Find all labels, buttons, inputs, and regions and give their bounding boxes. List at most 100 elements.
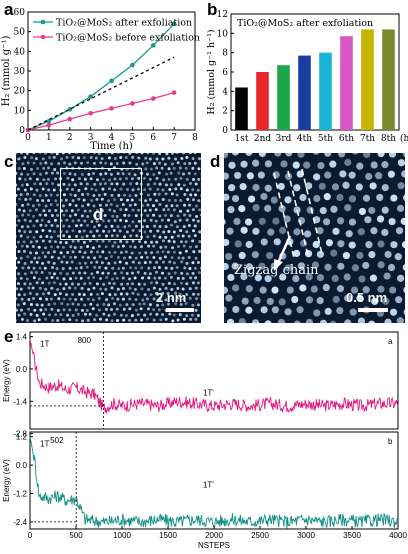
lattice-dot bbox=[138, 283, 141, 286]
lattice-dot bbox=[191, 188, 194, 191]
lattice-dot bbox=[47, 261, 50, 264]
lattice-dot bbox=[137, 313, 140, 316]
lattice-dot bbox=[99, 161, 102, 164]
data-point-a bbox=[151, 43, 156, 48]
lattice-dot bbox=[93, 162, 96, 165]
lattice-dot bbox=[164, 214, 167, 217]
lattice-dot bbox=[164, 277, 167, 280]
y-tick-label-b: 12 bbox=[217, 10, 228, 20]
lattice-dot bbox=[83, 241, 86, 244]
lattice-dot bbox=[128, 161, 131, 164]
lattice-dot bbox=[189, 153, 192, 154]
transition-step-label: 800 bbox=[78, 336, 92, 345]
lattice-dot bbox=[16, 215, 18, 218]
lattice-dot bbox=[162, 178, 165, 181]
lattice-dot bbox=[33, 257, 36, 260]
lattice-dot bbox=[30, 156, 33, 159]
lattice-dot bbox=[192, 157, 195, 160]
lattice-dot bbox=[192, 198, 195, 201]
lattice-dot bbox=[24, 178, 27, 181]
lattice-dot bbox=[57, 257, 60, 260]
lattice-dot bbox=[83, 282, 86, 285]
lattice-dot bbox=[48, 272, 51, 275]
lattice-dot bbox=[27, 161, 30, 164]
lattice-dot bbox=[33, 236, 36, 239]
lattice-dot bbox=[174, 272, 177, 275]
lattice-dot bbox=[53, 156, 56, 159]
lattice-dot bbox=[18, 230, 21, 233]
lattice-dot bbox=[134, 246, 137, 249]
lattice-dot bbox=[101, 240, 104, 243]
lattice-dot bbox=[197, 199, 200, 202]
lattice-dot bbox=[23, 282, 26, 285]
lattice-dot bbox=[146, 214, 149, 217]
lattice-dot bbox=[161, 219, 164, 222]
lattice-dot bbox=[33, 276, 36, 279]
lattice-dot bbox=[48, 209, 51, 212]
lattice-dot bbox=[116, 319, 119, 322]
lattice-dot bbox=[185, 262, 188, 265]
lattice-dot bbox=[51, 172, 54, 175]
lattice-dot bbox=[180, 272, 183, 275]
y-axis-label-e: Energy (eV) bbox=[2, 359, 11, 402]
lattice-dot bbox=[39, 309, 42, 312]
lattice-dot bbox=[17, 272, 20, 275]
lattice-dot bbox=[74, 161, 77, 164]
lattice-dot bbox=[16, 162, 17, 165]
lattice-dot bbox=[35, 240, 38, 243]
lattice-dot bbox=[135, 163, 138, 166]
lattice-dot bbox=[87, 153, 90, 154]
lattice-dot bbox=[117, 245, 120, 248]
lattice-dot bbox=[189, 287, 192, 290]
lattice-dot bbox=[168, 188, 171, 191]
lattice-dot bbox=[90, 293, 93, 296]
lattice-dot bbox=[176, 225, 179, 228]
lattice-dot bbox=[186, 198, 189, 201]
y-tick-label-a: 40 bbox=[14, 47, 26, 57]
lattice-dot bbox=[171, 162, 174, 165]
tem-image-d: Zigzag chain 0.5 nm bbox=[224, 153, 405, 323]
lattice-dot bbox=[122, 267, 125, 270]
lattice-dot bbox=[129, 256, 132, 259]
lattice-dot bbox=[146, 225, 149, 228]
lattice-dot bbox=[162, 239, 165, 242]
lattice-dot bbox=[131, 272, 134, 275]
lattice-dot bbox=[35, 252, 38, 255]
lattice-dot bbox=[188, 204, 191, 207]
lattice-dot bbox=[192, 281, 195, 284]
lattice-dot bbox=[33, 309, 36, 312]
phase-label-1T: 1T bbox=[40, 340, 49, 349]
lattice-dot bbox=[86, 266, 89, 269]
lattice-dot bbox=[149, 178, 152, 181]
lattice-dot bbox=[188, 224, 191, 227]
lattice-dot bbox=[72, 240, 75, 243]
lattice-dot bbox=[111, 153, 114, 154]
lattice-dot bbox=[41, 251, 44, 254]
x-tick-label-e: 0 bbox=[28, 531, 33, 540]
lattice-dot bbox=[68, 318, 71, 321]
x-tick-label-e: 4000 bbox=[389, 531, 407, 540]
lattice-dot bbox=[87, 298, 90, 301]
lattice-dot bbox=[20, 193, 23, 196]
lattice-dot bbox=[23, 312, 26, 315]
lattice-dot bbox=[165, 318, 168, 321]
lattice-dot bbox=[198, 230, 201, 233]
lattice-dot bbox=[134, 266, 137, 269]
lattice-dot bbox=[38, 267, 41, 270]
lattice-dot bbox=[21, 266, 24, 269]
lattice-dot bbox=[16, 153, 17, 155]
lattice-dot bbox=[146, 173, 149, 176]
lattice-dot bbox=[71, 282, 74, 285]
lattice-dot bbox=[185, 230, 188, 233]
lattice-dot bbox=[48, 156, 51, 159]
lattice-dot bbox=[21, 204, 24, 207]
lattice-dot bbox=[93, 266, 96, 269]
lattice-dot bbox=[195, 183, 198, 186]
lattice-dot bbox=[36, 189, 39, 192]
lattice-dot bbox=[119, 260, 122, 263]
bar-7th bbox=[361, 29, 374, 130]
lattice-dot bbox=[30, 303, 33, 306]
lattice-dot bbox=[69, 277, 72, 280]
lattice-dot bbox=[122, 298, 125, 301]
lattice-dot bbox=[29, 282, 32, 285]
